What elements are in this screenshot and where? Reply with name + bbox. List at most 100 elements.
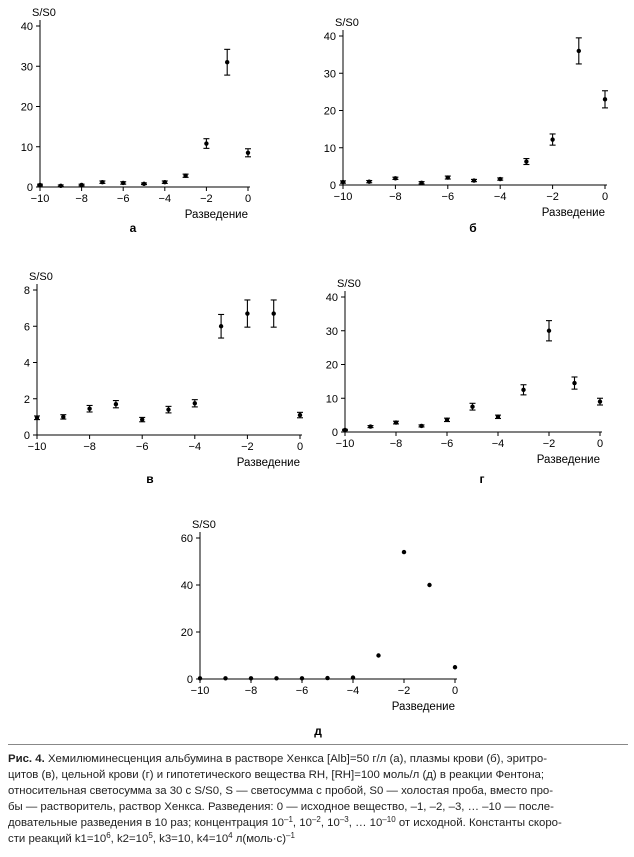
chart-panel-5: 0 20 40 60 −10 −8 −6 −4 −2 0 S/S0 Разведение д xyxy=(181,519,458,738)
chart-panel-3: 0 2 4 6 8 −10 −8 −6 −4 −2 0 S/S0 Разведение в xyxy=(24,271,303,486)
x-tick-label: −6 xyxy=(136,441,149,453)
y-tick-label: 60 xyxy=(181,533,193,545)
data-point xyxy=(350,675,356,680)
data-point xyxy=(61,414,66,420)
y-tick-label: 0 xyxy=(24,430,30,442)
panel-label: б xyxy=(469,221,476,235)
y-axis-title: S/S0 xyxy=(32,7,56,19)
x-axis-title: Разведение xyxy=(542,207,605,219)
x-tick-label: −8 xyxy=(75,193,88,205)
data-point xyxy=(576,48,581,54)
x-tick-label: 0 xyxy=(597,438,603,450)
y-tick-label: 30 xyxy=(326,326,338,338)
y-tick-label: 2 xyxy=(24,394,30,406)
data-point xyxy=(368,424,373,429)
data-point xyxy=(444,417,450,423)
caption-line: , k3=10, k4=10 xyxy=(152,833,229,845)
data-point xyxy=(550,137,555,142)
x-tick-label: 0 xyxy=(245,193,251,205)
data-point xyxy=(597,399,603,404)
chart-panel-1: 0 10 20 30 40 −10 −8 −6 −4 −2 0 S/S0 Разведение а xyxy=(21,7,251,235)
data-point xyxy=(197,676,203,681)
data-point xyxy=(342,427,348,433)
x-axis-title: Разведение xyxy=(237,457,300,469)
chart-panel-2: 0 10 20 30 40 −10 −8 −6 −4 −2 0 S/S0 Разведение б xyxy=(324,17,608,235)
y-axis-title: S/S0 xyxy=(29,271,53,283)
data-point xyxy=(546,328,552,333)
x-tick-label: −10 xyxy=(28,441,47,453)
y-tick-label: 4 xyxy=(24,358,30,370)
y-tick-label: 8 xyxy=(24,285,30,297)
x-tick-label: −8 xyxy=(245,685,258,697)
data-point xyxy=(162,179,167,185)
data-point xyxy=(245,311,250,316)
x-tick-label: −8 xyxy=(389,191,402,203)
y-tick-label: 10 xyxy=(326,393,338,405)
caption-line: сти реакций k1=10 xyxy=(8,833,107,845)
x-tick-label: −10 xyxy=(336,438,355,450)
data-point xyxy=(223,676,228,681)
x-tick-label: −6 xyxy=(442,191,455,203)
data-point xyxy=(192,401,197,406)
data-point xyxy=(204,141,209,146)
x-tick-label: −2 xyxy=(543,438,556,450)
data-point xyxy=(495,414,501,420)
y-tick-label: 0 xyxy=(332,427,338,439)
data-point xyxy=(245,150,251,155)
figure-caption: Рис. 4. Хемилюминесценция альбумина в ра… xyxy=(8,744,628,847)
caption-line: цитов (в), цельной крови (г) и гипотетич… xyxy=(8,769,544,781)
caption-line: относительная светосумма за 30 с S/S0, S… xyxy=(8,785,554,797)
data-point xyxy=(34,415,40,420)
x-tick-label: −6 xyxy=(296,685,309,697)
x-tick-label: −6 xyxy=(441,438,454,450)
x-tick-label: 0 xyxy=(602,191,608,203)
data-point xyxy=(271,311,276,316)
y-tick-label: 30 xyxy=(324,68,336,80)
caption-line: л(моль·с) xyxy=(232,833,287,845)
data-point xyxy=(87,406,92,411)
data-point xyxy=(572,380,577,386)
caption-line: Хемилюминесценция альбумина в растворе Х… xyxy=(47,753,547,765)
data-point xyxy=(121,180,126,186)
data-point xyxy=(166,407,171,412)
data-point xyxy=(376,653,381,658)
data-point xyxy=(470,404,475,409)
x-tick-label: 0 xyxy=(297,441,303,453)
panel-label: г xyxy=(480,472,485,486)
data-point xyxy=(524,159,529,164)
data-point xyxy=(113,401,119,407)
caption-figure-label: Рис. 4. xyxy=(8,753,45,765)
x-tick-label: −4 xyxy=(494,191,507,203)
y-axis-title: S/S0 xyxy=(335,17,359,29)
data-point xyxy=(602,97,608,102)
data-point xyxy=(297,412,303,418)
caption-line: , k2=10 xyxy=(110,833,149,845)
caption-line: , 10 xyxy=(320,817,340,829)
x-tick-label: −2 xyxy=(398,685,411,697)
caption-superscript: –10 xyxy=(382,815,396,824)
data-point xyxy=(325,675,330,681)
x-tick-label: −6 xyxy=(117,193,130,205)
data-point xyxy=(401,549,407,555)
y-tick-label: 20 xyxy=(21,102,33,114)
y-tick-label: 40 xyxy=(324,31,336,43)
y-axis-title: S/S0 xyxy=(337,278,361,290)
y-tick-label: 10 xyxy=(21,142,33,154)
data-point xyxy=(340,179,346,185)
x-axis-title: Разведение xyxy=(185,209,248,221)
caption-superscript: 6 xyxy=(106,831,111,840)
panel-label: а xyxy=(130,221,137,235)
data-point xyxy=(299,676,305,681)
x-tick-label: −10 xyxy=(334,191,353,203)
y-tick-label: 40 xyxy=(326,292,338,304)
caption-superscript: –1 xyxy=(284,815,293,824)
caption-superscript: –3 xyxy=(339,815,349,824)
x-tick-label: −4 xyxy=(159,193,172,205)
data-point xyxy=(419,423,424,429)
data-point xyxy=(225,60,230,65)
y-tick-label: 0 xyxy=(330,180,336,192)
caption-superscript: –1 xyxy=(286,831,295,840)
x-tick-label: −2 xyxy=(200,193,213,205)
data-point xyxy=(419,180,424,185)
data-point xyxy=(274,676,279,681)
